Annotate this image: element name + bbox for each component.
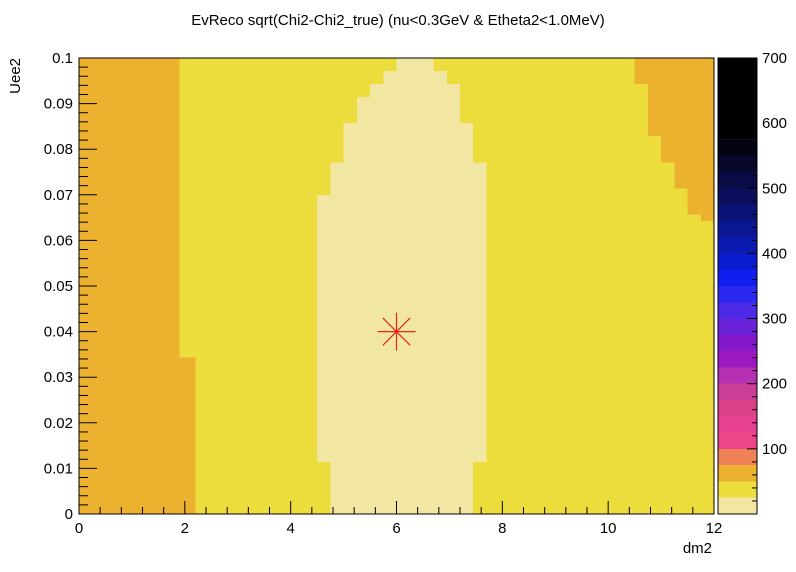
palette-swatch [718,448,757,466]
palette-tick-label: 700 [762,50,787,67]
y-tick-label: 0.1 [52,50,73,67]
palette-frame [717,57,758,515]
x-tick-label: 10 [600,520,617,537]
heatmap-cell-left-band [79,58,180,358]
heatmap-cell-right-band [647,83,714,136]
heatmap-cell-inner-region [330,162,487,195]
chart-title: EvReco sqrt(Chi2-Chi2_true) (nu<0.3GeV &… [191,12,605,29]
y-tick-label: 0.03 [44,369,73,386]
palette-tick-label: 200 [762,376,787,393]
x-tick-label: 2 [181,520,189,537]
palette-swatch [718,220,757,238]
heatmap-cell-inner-region [343,123,474,163]
palette-swatch [718,416,757,433]
palette-swatch [718,269,757,286]
palette-swatch-top [718,58,757,140]
heatmap-cell-right-band [700,214,714,221]
palette-swatch [718,139,757,156]
heatmap-cell-inner-region [383,71,447,84]
palette-swatch [718,155,757,172]
y-axis-title: Uee2 [7,58,24,94]
palette-swatch [718,497,757,514]
y-tick-label: 0.07 [44,187,73,204]
palette-swatch [718,383,757,400]
heatmap-cell-left-band [79,357,196,495]
y-tick-label: 0.01 [44,460,73,477]
heatmap-cell-right-band [634,58,714,84]
x-tick-label: 4 [286,520,294,537]
y-tick-label: 0.09 [44,96,73,113]
palette-swatch [718,188,757,205]
palette-swatch [718,400,757,417]
palette-swatch [718,172,757,189]
palette-swatch [718,237,757,254]
axes: 0 2 4 6 8 10 12 0 0.01 0.02 0.03 0.04 0.05 0.06 0.07 0.… [44,50,723,537]
x-tick-label: 6 [392,520,400,537]
palette-swatch [718,432,757,449]
palette-swatch [718,367,757,384]
palette-tick-label: 300 [762,311,787,328]
y-tick-label: 0.04 [44,324,73,341]
x-tick-label: 8 [498,520,506,537]
palette-swatch [718,334,757,352]
palette-swatch [718,318,757,335]
palette-tick-label: 400 [762,245,787,262]
heatmap-cell-inner-region [356,97,460,124]
palette-swatch [718,351,757,368]
x-tick-label: 0 [75,520,83,537]
heatmap-cell-inner-region [330,462,474,495]
heatmap-cell-right-band [661,135,714,163]
palette-tick-label: 100 [762,441,787,458]
x-axis-title: dm2 [683,540,712,557]
y-tick-label: 0.06 [44,232,73,249]
heatmap-cell-left-band [79,494,196,514]
marker-stroke [382,317,411,346]
y-tick-label: 0.08 [44,141,73,158]
heatmap-cell-right-band [687,188,714,215]
palette-swatch [718,481,757,498]
palette-swatch [718,286,757,303]
heatmap-cell-right-band [674,162,714,189]
y-tick-label: 0.05 [44,278,73,295]
color-palette: 100 200 300 400 500 600 700 [717,50,787,515]
heatmap-cell-inner-region [317,194,487,463]
y-tick-label: 0 [65,506,73,523]
heatmap-plot-area [79,58,714,514]
heatmap-cell-inner-region [396,58,434,72]
heatmap-cell-inner-region [370,83,460,98]
heatmap-cell-inner-region [330,494,474,514]
x-tick-label: 12 [706,520,723,537]
best-fit-marker [377,312,416,351]
palette-swatch [718,204,757,221]
palette-swatch [718,253,757,270]
y-tick-label: 0.02 [44,415,73,432]
palette-tick-label: 600 [762,115,787,132]
palette-swatch [718,302,757,319]
palette-tick-label: 500 [762,180,787,197]
palette-swatch [718,465,757,482]
